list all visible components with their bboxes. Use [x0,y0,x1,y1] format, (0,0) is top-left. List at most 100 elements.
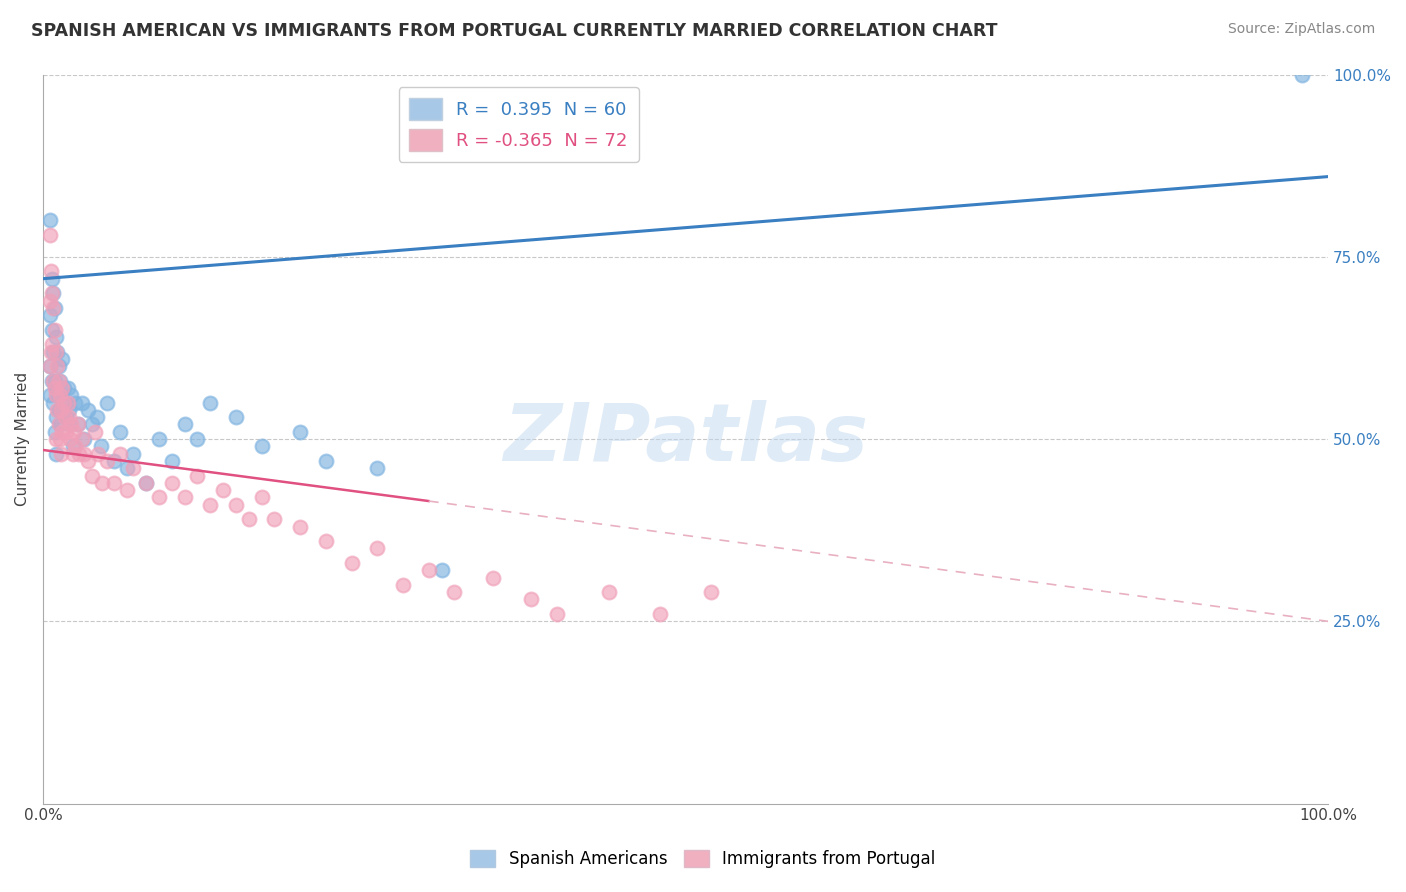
Point [67,447,90,461]
Point [45,344,67,359]
Point [51,388,73,402]
Point [290,519,312,533]
Point [51,351,73,366]
Point [51,447,73,461]
Point [366,461,388,475]
Point [38,359,60,373]
Point [46,403,69,417]
Point [49,417,72,432]
Point [51,425,73,439]
Point [51,381,73,395]
Point [38,359,60,373]
Point [38,227,60,242]
Point [186,468,208,483]
Point [135,475,157,490]
Point [49,388,72,402]
Point [42,286,65,301]
Point [340,556,363,570]
Point [60,417,83,432]
Point [63,425,86,439]
Point [46,388,69,402]
Point [135,475,157,490]
Point [51,403,73,417]
Point [225,410,247,425]
Point [200,498,222,512]
Point [51,403,73,417]
Point [60,388,83,402]
Point [42,374,65,388]
Point [45,432,67,446]
Point [41,271,63,285]
Point [110,447,132,461]
Point [39,344,62,359]
Point [122,461,145,475]
Point [65,439,87,453]
Point [49,374,72,388]
Point [186,432,208,446]
Point [430,563,453,577]
Point [52,395,75,409]
Point [225,498,247,512]
Point [80,468,103,483]
Point [418,563,440,577]
Point [46,359,69,373]
Point [70,432,93,446]
Point [44,323,66,337]
Point [41,286,63,301]
Point [110,425,132,439]
Point [73,447,96,461]
Point [55,425,77,439]
Point [148,432,170,446]
Text: SPANISH AMERICAN VS IMMIGRANTS FROM PORTUGAL CURRENTLY MARRIED CORRELATION CHART: SPANISH AMERICAN VS IMMIGRANTS FROM PORT… [31,22,997,40]
Point [62,447,84,461]
Point [41,337,63,351]
Point [48,359,70,373]
Point [44,374,66,388]
Point [148,491,170,505]
Point [52,381,75,395]
Point [200,395,222,409]
Point [115,483,138,497]
Point [45,447,67,461]
Point [250,439,273,453]
Point [44,381,66,395]
Point [212,483,235,497]
Legend: R =  0.395  N = 60, R = -0.365  N = 72: R = 0.395 N = 60, R = -0.365 N = 72 [399,87,638,162]
Point [173,417,195,432]
Point [59,432,82,446]
Point [80,417,103,432]
Text: ZIPatlas: ZIPatlas [503,401,868,478]
Point [58,403,80,417]
Point [546,607,568,621]
Point [42,395,65,409]
Legend: Spanish Americans, Immigrants from Portugal: Spanish Americans, Immigrants from Portu… [464,843,942,875]
Point [173,491,195,505]
Point [62,439,84,453]
Point [1291,68,1313,82]
Point [41,323,63,337]
Point [122,447,145,461]
Point [160,454,183,468]
Point [44,301,66,315]
Point [482,571,505,585]
Point [59,417,82,432]
Point [392,578,415,592]
Point [48,417,70,432]
Point [38,388,60,402]
Point [38,293,60,308]
Point [53,395,76,409]
Point [46,344,69,359]
Point [250,491,273,505]
Point [49,432,72,446]
Point [41,374,63,388]
Point [103,454,125,468]
Point [48,403,70,417]
Point [55,410,77,425]
Point [70,395,93,409]
Point [66,417,89,432]
Point [91,475,114,490]
Point [87,447,110,461]
Point [263,512,285,526]
Point [66,417,89,432]
Point [103,475,125,490]
